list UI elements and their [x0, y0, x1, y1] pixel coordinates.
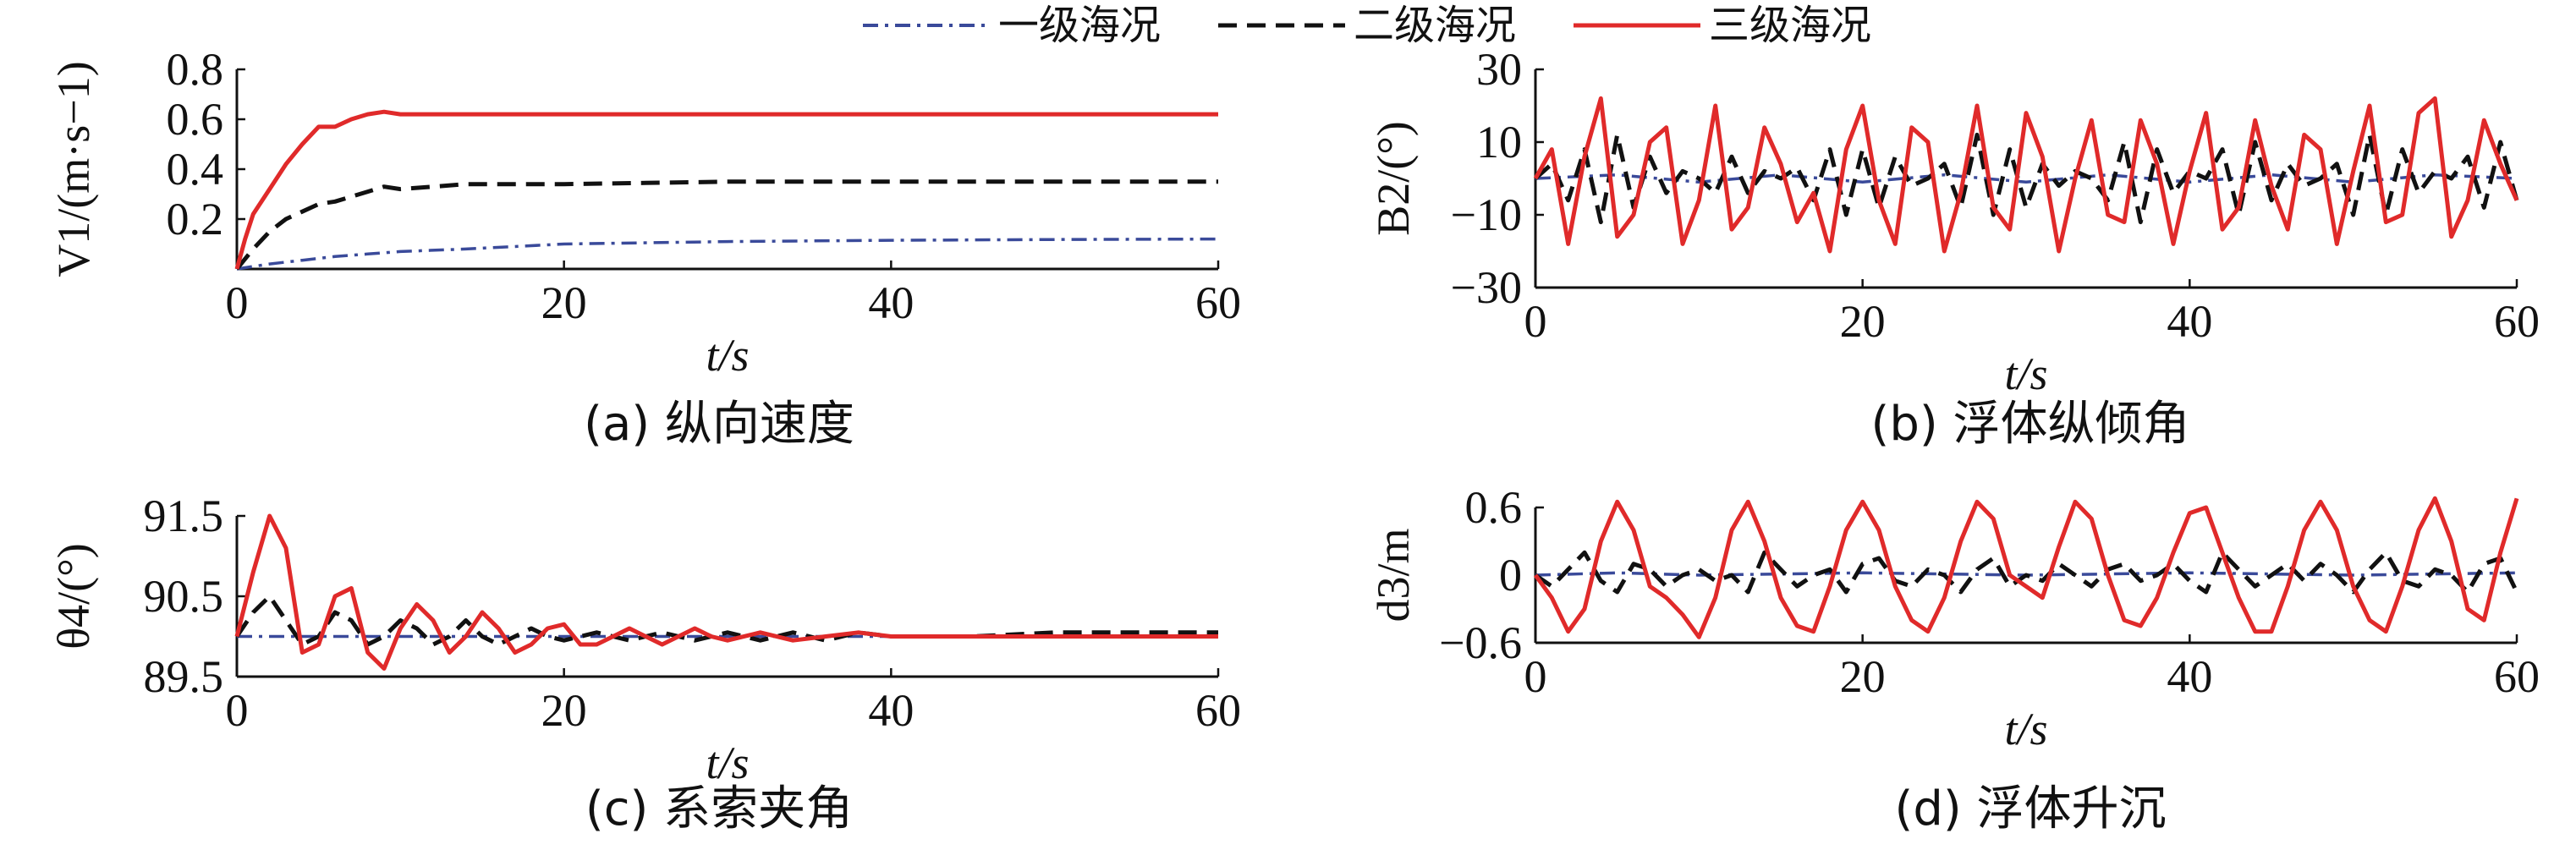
series-line-2	[1534, 132, 2519, 225]
panel-4: 0 20 40 60−0.600.6t/sd3/m(d) 浮体升沉	[1368, 482, 2540, 836]
panel-caption: (a) 纵向速度	[584, 397, 854, 452]
x-tick-label: 60	[2494, 296, 2540, 347]
x-tick-label: 20	[1840, 651, 1886, 702]
series-line-1	[1535, 173, 2518, 184]
x-tick-label: 20	[541, 685, 587, 736]
x-tick-label: 0	[226, 277, 249, 328]
y-tick-label: 89.5	[144, 651, 224, 702]
y-axis-label: θ4/(°)	[48, 543, 99, 649]
y-tick-label: 91.5	[144, 491, 224, 541]
y-axis-label: V1/(m·s−1)	[48, 61, 99, 277]
x-tick-label: 60	[1195, 277, 1241, 328]
x-tick-label: 40	[868, 277, 914, 328]
legend-label-3: 三级海况	[1709, 2, 1871, 49]
x-tick-label: 40	[2167, 296, 2212, 347]
y-tick-label: 90.5	[144, 571, 224, 622]
series-line-3	[1533, 96, 2519, 254]
panel-caption: (c) 系索夹角	[585, 781, 853, 836]
y-tick-label: −30	[1451, 262, 1522, 313]
series-line-2	[234, 594, 1218, 647]
legend-label-2: 二级海况	[1354, 2, 1516, 49]
series-line-2	[235, 179, 1218, 271]
x-axis-label: t/s	[706, 738, 749, 788]
panel-2: 0 20 40 60 −30 −10 10 30 t/s B2/(°) (b) 浮体纵倾角	[1368, 44, 2540, 452]
series-line-3	[234, 513, 1218, 671]
x-axis-label: t/s	[706, 330, 749, 381]
panel-caption: (b) 浮体纵倾角	[1870, 397, 2189, 452]
x-tick-label: 0	[226, 685, 249, 736]
x-tick-label: 40	[868, 685, 914, 736]
y-tick-label: 30	[1476, 44, 1522, 95]
y-tick-label: 0.8	[167, 44, 224, 95]
y-tick-label: 10	[1476, 117, 1522, 167]
x-axis-label: t/s	[2004, 704, 2047, 754]
x-tick-label: 60	[2494, 651, 2540, 702]
legend-label-1: 一级海况	[998, 2, 1161, 49]
y-tick-label: 0.4	[167, 144, 224, 195]
y-axis-label: B2/(°)	[1368, 121, 1419, 236]
x-tick-label: 40	[2167, 651, 2212, 702]
x-tick-label: 20	[1840, 296, 1886, 347]
legend: 一级海况 二级海况 三级海况	[863, 2, 1871, 49]
series-line-2	[1534, 550, 2519, 595]
series-line-3	[1533, 496, 2519, 639]
y-tick-label: 0	[1499, 550, 1522, 600]
y-tick-label: 0.6	[1465, 482, 1523, 533]
x-axis-label: t/s	[2004, 348, 2047, 399]
x-tick-label: 0	[1524, 651, 1547, 702]
series-line-3	[234, 109, 1218, 270]
panel-1: 0 20 40 60 0.20.40.60.8 t/s V1/(m·s−1) (a) 纵向速度	[48, 44, 1241, 452]
y-tick-label: 0.6	[167, 94, 224, 145]
y-tick-label: 0.2	[167, 194, 224, 244]
y-tick-label: −10	[1451, 189, 1522, 240]
x-tick-label: 20	[541, 277, 587, 328]
x-tick-label: 0	[1524, 296, 1547, 347]
x-tick-label: 60	[1195, 685, 1241, 736]
panel-3: 0 20 40 60 89.5 90.5 91.5 t/s θ4/(°) (c) 系索夹角	[48, 491, 1241, 836]
y-axis-label: d3/m	[1368, 528, 1419, 622]
series-line-1	[236, 237, 1219, 271]
y-tick-label: −0.6	[1439, 617, 1522, 668]
panel-caption: (d) 浮体升沉	[1894, 781, 2166, 836]
